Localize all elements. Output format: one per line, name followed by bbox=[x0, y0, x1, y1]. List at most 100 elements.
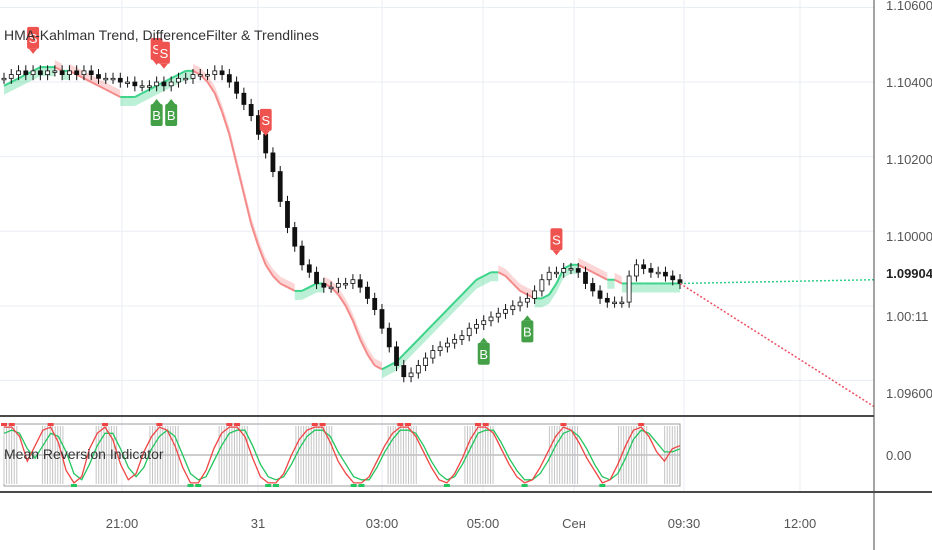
candle-body bbox=[212, 70, 218, 75]
trend-line-segment bbox=[18, 73, 27, 80]
candle-body bbox=[37, 70, 43, 75]
signal-badge-box bbox=[521, 320, 534, 343]
projection-lines bbox=[679, 278, 875, 408]
signal-badge-box bbox=[165, 104, 178, 127]
time-tick: 05:00 bbox=[467, 516, 500, 531]
trend-band-segment bbox=[98, 78, 106, 90]
candle-body bbox=[575, 268, 581, 273]
indicator-high-marker bbox=[474, 423, 481, 426]
trend-band-segment bbox=[491, 272, 499, 282]
trend-band-segment bbox=[549, 283, 557, 304]
candle-body bbox=[481, 320, 487, 325]
main-title: HMA-Kahlman Trend, DifferenceFilter & Tr… bbox=[4, 27, 319, 43]
candle-body bbox=[554, 271, 559, 275]
trend-line-segment bbox=[3, 81, 12, 87]
trend-band-segment bbox=[113, 86, 121, 97]
candle-body bbox=[161, 81, 167, 87]
trend-line-segment bbox=[301, 286, 310, 292]
candle-body bbox=[641, 264, 647, 269]
candle-body bbox=[524, 297, 530, 303]
trend-line-segment bbox=[599, 275, 608, 281]
candle-body bbox=[8, 74, 14, 79]
signal-badge-box bbox=[157, 41, 170, 64]
candle-body bbox=[81, 70, 87, 75]
candle-body bbox=[117, 77, 123, 83]
trend-line-segment bbox=[177, 69, 187, 76]
trend-line-segment bbox=[287, 286, 296, 292]
trend-line-segment bbox=[250, 223, 260, 247]
candle-body bbox=[459, 335, 465, 340]
indicator-high-marker bbox=[482, 423, 489, 426]
candle-body bbox=[474, 324, 479, 329]
trend-band-segment bbox=[520, 283, 528, 295]
trend-band-segment bbox=[534, 298, 542, 308]
signal-badge-label: S bbox=[29, 31, 38, 46]
countdown-label: 1.00:11 bbox=[886, 309, 928, 324]
candle-body bbox=[125, 81, 130, 84]
candle-body bbox=[386, 327, 392, 348]
candle-body bbox=[299, 245, 305, 266]
trend-line-segment bbox=[497, 271, 507, 277]
signal-badge-pointer bbox=[479, 337, 488, 343]
candle-body bbox=[205, 74, 210, 77]
candle-body bbox=[495, 312, 501, 318]
candle-body bbox=[379, 309, 385, 329]
indicator-high-marker bbox=[8, 423, 15, 426]
trend-line-segment bbox=[279, 282, 288, 289]
buy-signal-badge: B bbox=[165, 99, 178, 127]
trend-line-segment bbox=[134, 92, 143, 98]
trend-line-segment bbox=[592, 271, 601, 277]
trend-line-segment bbox=[424, 323, 434, 333]
candle-body bbox=[96, 74, 101, 79]
trend-band-segment bbox=[331, 280, 339, 295]
trend-line-segment bbox=[54, 66, 63, 72]
candle-body bbox=[146, 85, 152, 88]
candle-body bbox=[219, 70, 225, 75]
indicator-high-marker bbox=[638, 423, 645, 426]
trend-line-segment bbox=[483, 271, 492, 277]
trend-band-segment bbox=[505, 269, 513, 284]
buy-signal-badge: B bbox=[521, 315, 534, 343]
trend-band-segment bbox=[294, 290, 303, 300]
candle-body bbox=[197, 74, 203, 77]
trend-band-segment bbox=[665, 283, 673, 293]
sell-signal-badge: S bbox=[27, 26, 40, 54]
candle-body bbox=[372, 297, 378, 310]
time-tick: 03:00 bbox=[366, 516, 399, 531]
trend-band-segment bbox=[469, 279, 477, 297]
candle-body bbox=[328, 286, 334, 290]
signal-badge-label: B bbox=[479, 347, 488, 362]
candle-body bbox=[365, 286, 370, 299]
signal-badge-box bbox=[27, 26, 40, 49]
price-axis[interactable]: 1.10600 1.10400 1.10200 1.10000 1.09600 … bbox=[886, 0, 932, 463]
trend-line-segment bbox=[228, 134, 238, 165]
trend-line-segment bbox=[213, 92, 223, 113]
candle-body bbox=[263, 133, 269, 154]
trend-line-segment bbox=[10, 77, 19, 83]
indicator-high-marker bbox=[226, 423, 233, 426]
trend-line-segment bbox=[76, 73, 85, 80]
trend-line-segment bbox=[585, 267, 594, 274]
trend-line-segment bbox=[374, 364, 383, 371]
trend-line-segment bbox=[577, 263, 586, 270]
buy-signal-badge: B bbox=[150, 99, 163, 127]
candle-body bbox=[626, 275, 632, 303]
signal-badge-pointer bbox=[29, 48, 38, 54]
time-axis[interactable]: 21:00 31 03:00 05:00 Сен 09:30 12:00 bbox=[106, 516, 817, 531]
candle-body bbox=[619, 301, 625, 305]
trend-band-segment bbox=[600, 269, 608, 280]
candle-body bbox=[539, 279, 545, 292]
indicator-high-marker bbox=[1, 423, 7, 426]
candle-body bbox=[568, 268, 574, 271]
candle-body bbox=[52, 70, 58, 73]
indicator-high-marker bbox=[319, 423, 326, 426]
trend-band-segment bbox=[592, 265, 601, 276]
candle-body bbox=[612, 301, 617, 305]
candle-body bbox=[314, 271, 319, 284]
signal-badge-label: B bbox=[523, 324, 532, 339]
candle-body bbox=[234, 81, 240, 94]
trend-band-segment bbox=[447, 302, 455, 319]
signal-badge-box bbox=[150, 104, 163, 127]
trend-line-segment bbox=[112, 92, 121, 98]
candle-body bbox=[452, 339, 458, 344]
